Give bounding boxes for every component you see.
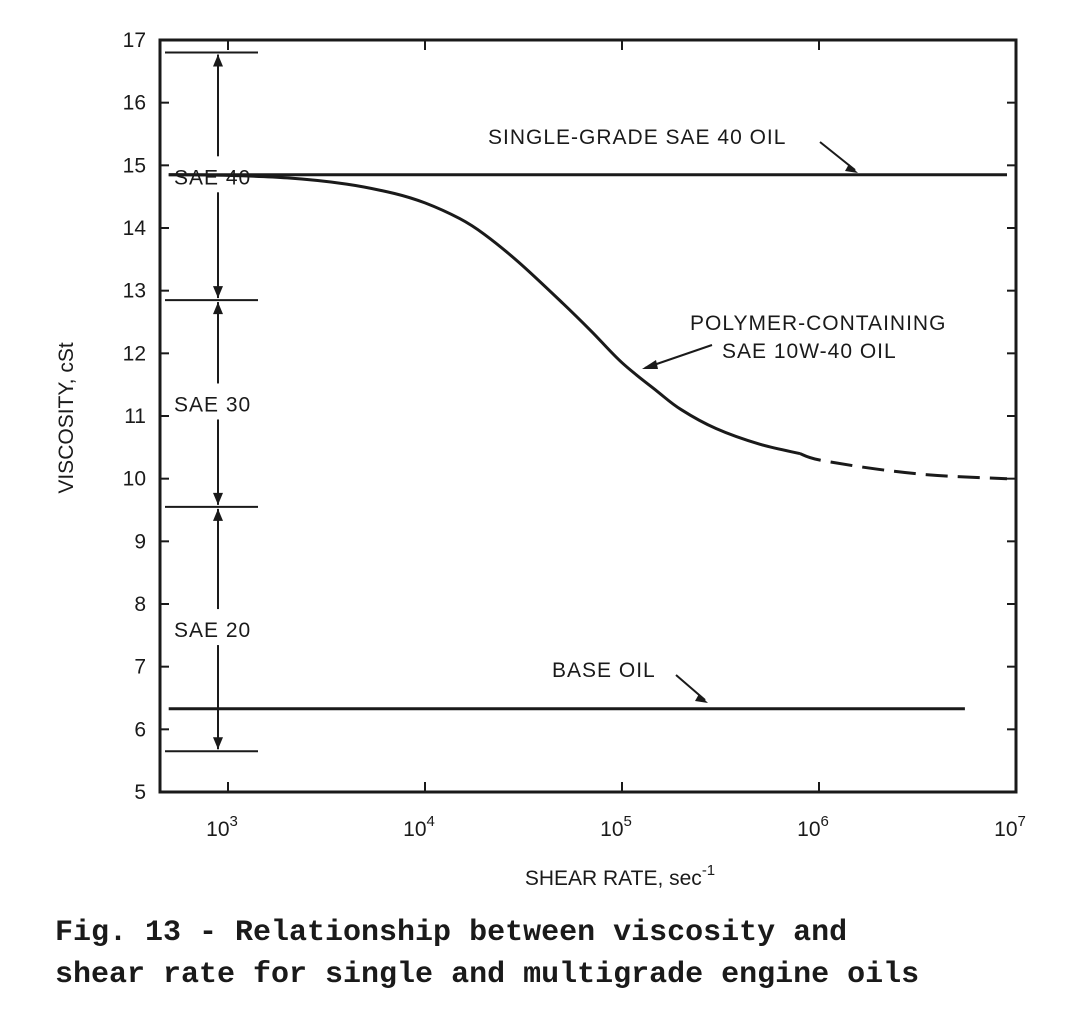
y-tick-label: 9 bbox=[134, 530, 146, 553]
y-tick-label: 8 bbox=[134, 593, 146, 616]
y-tick-label: 12 bbox=[123, 342, 146, 365]
y-tick-label: 14 bbox=[123, 217, 147, 240]
x-tick-base: 10 bbox=[206, 818, 229, 841]
x-tick-exponent: 4 bbox=[427, 813, 435, 830]
sae-range-label: SAE 30 bbox=[174, 393, 251, 416]
x-axis-label-exp: -1 bbox=[702, 862, 715, 879]
y-tick-label: 15 bbox=[123, 154, 146, 177]
figure-caption: Fig. 13 - Relationship between viscosity… bbox=[55, 912, 1085, 996]
y-tick-label: 11 bbox=[124, 405, 146, 428]
sae-arrow-down bbox=[213, 737, 223, 750]
series-line bbox=[168, 173, 801, 456]
leader-arrowhead-polymer bbox=[642, 360, 658, 369]
sae-range-label: SAE 20 bbox=[174, 619, 251, 642]
y-tick-label: 6 bbox=[134, 718, 146, 741]
annotation-polymer-line2: SAE 10W-40 OIL bbox=[722, 340, 897, 363]
x-tick-base: 10 bbox=[403, 818, 426, 841]
sae-arrow-up bbox=[213, 54, 223, 67]
x-axis-label: SHEAR RATE, sec-1 bbox=[525, 862, 715, 890]
caption-line-2: shear rate for single and multigrade eng… bbox=[55, 958, 920, 992]
x-tick-label: 105 bbox=[600, 813, 632, 841]
x-tick-exponent: 7 bbox=[1018, 813, 1026, 830]
y-tick-label: 7 bbox=[134, 656, 146, 679]
x-tick-exponent: 6 bbox=[821, 813, 829, 830]
x-tick-base: 10 bbox=[797, 818, 820, 841]
x-tick-base: 10 bbox=[994, 818, 1017, 841]
sae-arrow-down bbox=[213, 286, 223, 299]
annotation-single-grade: SINGLE-GRADE SAE 40 OIL bbox=[488, 126, 786, 149]
x-tick-label: 103 bbox=[206, 813, 238, 841]
leader-arrowhead-single-grade bbox=[845, 164, 858, 173]
x-tick-exponent: 3 bbox=[230, 813, 238, 830]
sae-arrow-up bbox=[213, 508, 223, 521]
annotation-polymer-line1: POLYMER-CONTAINING bbox=[690, 312, 946, 335]
series-line bbox=[799, 452, 1008, 481]
x-axis-label-text: SHEAR RATE, sec bbox=[525, 867, 702, 890]
x-tick-exponent: 5 bbox=[624, 813, 632, 830]
y-tick-label: 10 bbox=[123, 468, 146, 491]
sae-range-label: SAE 40 bbox=[174, 166, 251, 189]
sae-arrow-down bbox=[213, 492, 223, 505]
x-tick-label: 104 bbox=[403, 813, 435, 841]
annotation-base-oil: BASE OIL bbox=[552, 659, 656, 682]
leader-arrowhead-base-oil bbox=[695, 694, 708, 703]
y-tick-label: 5 bbox=[134, 781, 146, 804]
y-axis-label: VISCOSITY, cSt bbox=[55, 342, 78, 493]
x-tick-label: 106 bbox=[797, 813, 829, 841]
x-tick-label: 107 bbox=[994, 813, 1026, 841]
y-tick-label: 16 bbox=[123, 92, 146, 115]
x-tick-base: 10 bbox=[600, 818, 623, 841]
caption-line-1: Fig. 13 - Relationship between viscosity… bbox=[55, 916, 848, 950]
y-tick-label: 17 bbox=[123, 29, 146, 52]
y-tick-label: 13 bbox=[123, 280, 146, 303]
sae-arrow-up bbox=[213, 302, 223, 315]
